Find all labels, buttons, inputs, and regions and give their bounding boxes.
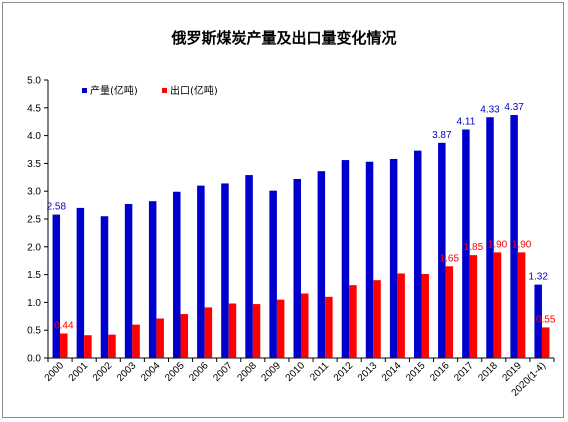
y-tick-label: 1.5 — [27, 270, 41, 281]
y-tick-label: 3.5 — [27, 159, 41, 170]
x-tick-label: 2014 — [380, 360, 404, 384]
y-tick-label: 3.0 — [27, 187, 41, 198]
bar-production — [100, 216, 109, 358]
bar-production — [365, 161, 374, 358]
bar-export — [84, 335, 92, 358]
y-tick-label: 4.5 — [27, 103, 41, 114]
bar-production — [486, 117, 494, 358]
chart-frame: 俄罗斯煤炭产量及出口量变化情况 0.0 0.5 1.0 1.5 2.0 2.5 3.0 3.5… — [2, 2, 564, 418]
bar-production — [245, 175, 253, 358]
data-label-production: 4.33 — [480, 104, 500, 115]
bar-export — [108, 334, 116, 358]
bar-export — [493, 252, 502, 358]
x-tick-label: 2002 — [91, 360, 115, 384]
legend-label-export: 出口(亿吨) — [170, 84, 218, 97]
bar-production — [534, 284, 542, 358]
x-tick-label: 2000 — [43, 360, 67, 384]
bar-production — [173, 191, 181, 358]
bar-export — [421, 274, 429, 358]
x-tick-label: 2005 — [163, 360, 187, 384]
data-label-export: 1.85 — [464, 242, 484, 253]
bar-production — [462, 129, 470, 358]
bar-export — [541, 327, 550, 358]
bar-export — [204, 307, 213, 358]
x-tick-label: 2011 — [308, 360, 331, 383]
y-tick-label: 1.0 — [27, 298, 41, 309]
bar-export — [469, 255, 478, 358]
bar-production — [269, 190, 277, 358]
legend-label-production: 产量(亿吨) — [90, 84, 138, 97]
bar-production — [52, 214, 61, 358]
data-label-production: 3.87 — [432, 130, 452, 141]
bar-production — [197, 185, 205, 358]
bar-export — [228, 303, 237, 358]
bar-export — [325, 296, 333, 358]
data-label-export: 1.65 — [440, 253, 460, 264]
bar-export — [301, 293, 309, 358]
x-tick-label: 2018 — [476, 360, 500, 384]
data-label-export: 1.90 — [512, 239, 532, 250]
bar-production — [293, 178, 301, 358]
bar-production — [510, 115, 518, 358]
x-tick-label: 2006 — [187, 360, 211, 384]
bar-export — [252, 304, 261, 358]
legend-swatch-export — [162, 88, 167, 93]
x-tick-label: 2012 — [332, 360, 356, 384]
y-tick-label: 0.0 — [27, 354, 41, 365]
bars — [52, 115, 550, 358]
x-tick-label: 2013 — [356, 360, 380, 384]
bar-production — [413, 150, 422, 358]
bar-export — [156, 318, 164, 358]
bar-export — [132, 324, 140, 358]
bar-export — [60, 333, 68, 358]
data-label-export: 1.90 — [488, 239, 508, 250]
y-tick-label: 0.5 — [27, 326, 41, 337]
data-label-export: 0.44 — [54, 321, 74, 332]
x-tick-label: 2016 — [428, 360, 452, 384]
legend: 产量(亿吨) 出口(亿吨) — [82, 84, 218, 97]
bar-export — [397, 273, 405, 358]
x-tick-label: 2015 — [404, 360, 428, 384]
bar-production — [124, 203, 133, 358]
bar-export — [180, 314, 189, 358]
data-label-production: 1.32 — [528, 272, 548, 283]
x-tick-label: 2017 — [452, 360, 476, 384]
bar-production — [221, 183, 229, 358]
bar-production — [148, 201, 157, 358]
chart-title: 俄罗斯煤炭产量及出口量变化情况 — [170, 29, 396, 47]
y-tick-label: 2.0 — [27, 242, 41, 253]
y-tick-label: 5.0 — [27, 76, 41, 87]
y-axis: 0.0 0.5 1.0 1.5 2.0 2.5 3.0 3.5 4.0 4.5 5.0 — [27, 76, 49, 365]
data-label-production: 4.37 — [504, 102, 524, 113]
bar-production — [438, 142, 446, 358]
bar-chart: 俄罗斯煤炭产量及出口量变化情况 0.0 0.5 1.0 1.5 2.0 2.5 3.0 3.5… — [27, 29, 556, 399]
bar-export — [276, 299, 285, 358]
x-tick-label: 2001 — [67, 360, 91, 384]
x-tick-label: 2004 — [139, 360, 163, 384]
y-tick-label: 4.0 — [27, 131, 41, 142]
bar-production — [76, 207, 85, 358]
data-labels: 2.58 0.44 3.87 1.65 4.11 1.85 4.33 1.90 4.37 1.90… — [47, 102, 556, 332]
x-axis: 2000 2001 2002 2003 2004 2005 2006 2007 2008 2009… — [43, 357, 555, 399]
legend-swatch-production — [82, 88, 87, 93]
bar-export — [445, 266, 454, 358]
y-tick-label: 2.5 — [27, 215, 41, 226]
data-label-export: 0.55 — [536, 314, 556, 325]
x-tick-label: 2009 — [260, 360, 284, 384]
data-label-production: 4.11 — [457, 116, 476, 127]
x-tick-label: 2003 — [115, 360, 139, 384]
bar-production — [389, 158, 398, 358]
x-tick-label: 2010 — [284, 360, 308, 384]
bar-production — [317, 171, 326, 358]
bar-production — [341, 160, 350, 358]
data-label-production: 2.58 — [47, 202, 67, 213]
bar-export — [349, 285, 357, 358]
x-tick-label: 2008 — [235, 360, 259, 384]
bar-export — [373, 280, 381, 358]
bar-export — [517, 252, 526, 358]
x-tick-label: 2007 — [211, 360, 235, 384]
